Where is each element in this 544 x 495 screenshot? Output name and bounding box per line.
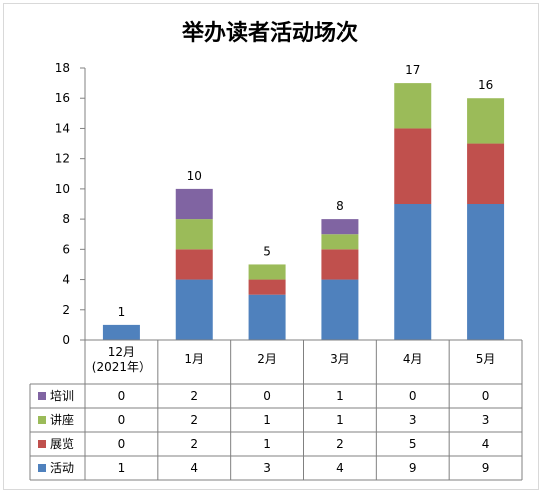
bar-segment — [248, 279, 286, 295]
y-tick-label: 4 — [62, 273, 70, 287]
table-cell-value: 1 — [263, 413, 271, 427]
table-cell-value: 1 — [263, 437, 271, 451]
y-tick-label: 16 — [55, 91, 70, 105]
table-cell-value: 3 — [263, 461, 271, 475]
chart-frame — [3, 3, 539, 490]
table-cell-value: 0 — [409, 389, 417, 403]
bar-total-label: 17 — [405, 63, 420, 77]
x-category-label: 2月 — [257, 352, 277, 366]
table-cell-value: 4 — [190, 461, 198, 475]
x-category-label-line: (2021年） — [92, 360, 151, 374]
x-category-label: 12月(2021年） — [92, 345, 151, 374]
x-category-label: 1月 — [184, 352, 204, 366]
table-cell-value: 1 — [336, 413, 344, 427]
legend-swatch — [38, 416, 46, 424]
table-cell-value: 2 — [190, 437, 198, 451]
table-cell-value: 0 — [118, 413, 126, 427]
bar-segment — [248, 264, 286, 280]
legend-swatch — [38, 440, 46, 448]
bar-segment — [467, 143, 505, 204]
y-tick-label: 12 — [55, 152, 70, 166]
table-cell-value: 5 — [409, 437, 417, 451]
y-tick-label: 6 — [62, 242, 70, 256]
y-tick-label: 10 — [55, 182, 70, 196]
table-cell-value: 0 — [118, 389, 126, 403]
bar-segment — [321, 279, 359, 340]
table-cell-value: 2 — [190, 413, 198, 427]
x-category-label-line: 2月 — [257, 352, 277, 366]
bar-segment — [175, 188, 213, 220]
chart-title: 举办读者活动场次 — [181, 20, 358, 46]
x-category-label-line: 3月 — [330, 352, 350, 366]
bar-segment — [321, 249, 359, 280]
table-cell-value: 2 — [190, 389, 198, 403]
legend-swatch — [38, 392, 46, 400]
table-cell-value: 3 — [482, 413, 490, 427]
table-cell-value: 1 — [336, 389, 344, 403]
table-cell-value: 0 — [263, 389, 271, 403]
bar-segment — [321, 234, 359, 250]
bar-segment — [467, 204, 505, 340]
table-cell-value: 4 — [482, 437, 490, 451]
x-category-label-line: 12月 — [108, 345, 135, 359]
y-tick-label: 8 — [62, 212, 70, 226]
y-tick-label: 2 — [62, 303, 70, 317]
table-cell-value: 1 — [118, 461, 126, 475]
legend-label: 讲座 — [50, 412, 74, 427]
bar-total-label: 10 — [187, 169, 202, 183]
bar-segment — [102, 324, 140, 340]
x-category-label-line: 4月 — [403, 352, 423, 366]
table-cell-value: 4 — [336, 461, 344, 475]
x-category-label: 5月 — [476, 352, 496, 366]
x-category-label: 3月 — [330, 352, 350, 366]
bar-segment — [248, 294, 286, 340]
x-category-label-line: 5月 — [476, 352, 496, 366]
table-cell-value: 9 — [482, 461, 490, 475]
bar-segment — [175, 249, 213, 280]
bar-segment — [394, 204, 432, 340]
y-tick-label: 14 — [55, 121, 70, 135]
table-cell-value: 0 — [118, 437, 126, 451]
table-cell-value: 3 — [409, 413, 417, 427]
x-category-label: 4月 — [403, 352, 423, 366]
bar-total-label: 5 — [263, 244, 271, 258]
legend-swatch — [38, 464, 46, 472]
bar-total-label: 16 — [478, 78, 493, 92]
bar-segment — [321, 219, 359, 235]
bar-segment — [467, 98, 505, 144]
table-cell-value: 0 — [482, 389, 490, 403]
bar-segment — [175, 279, 213, 340]
x-category-label-line: 1月 — [184, 352, 204, 366]
y-tick-label: 18 — [55, 61, 70, 75]
bar-total-label: 1 — [118, 305, 126, 319]
legend-label: 活动 — [50, 461, 74, 475]
legend-label: 展览 — [50, 436, 74, 451]
table-cell-value: 9 — [409, 461, 417, 475]
table-cell-value: 2 — [336, 437, 344, 451]
bar-segment — [394, 128, 432, 204]
legend-label: 培训 — [50, 388, 74, 403]
y-tick-label: 0 — [62, 333, 70, 347]
bar-total-label: 8 — [336, 199, 344, 213]
bar-segment — [394, 83, 432, 129]
bar-segment — [175, 219, 213, 250]
